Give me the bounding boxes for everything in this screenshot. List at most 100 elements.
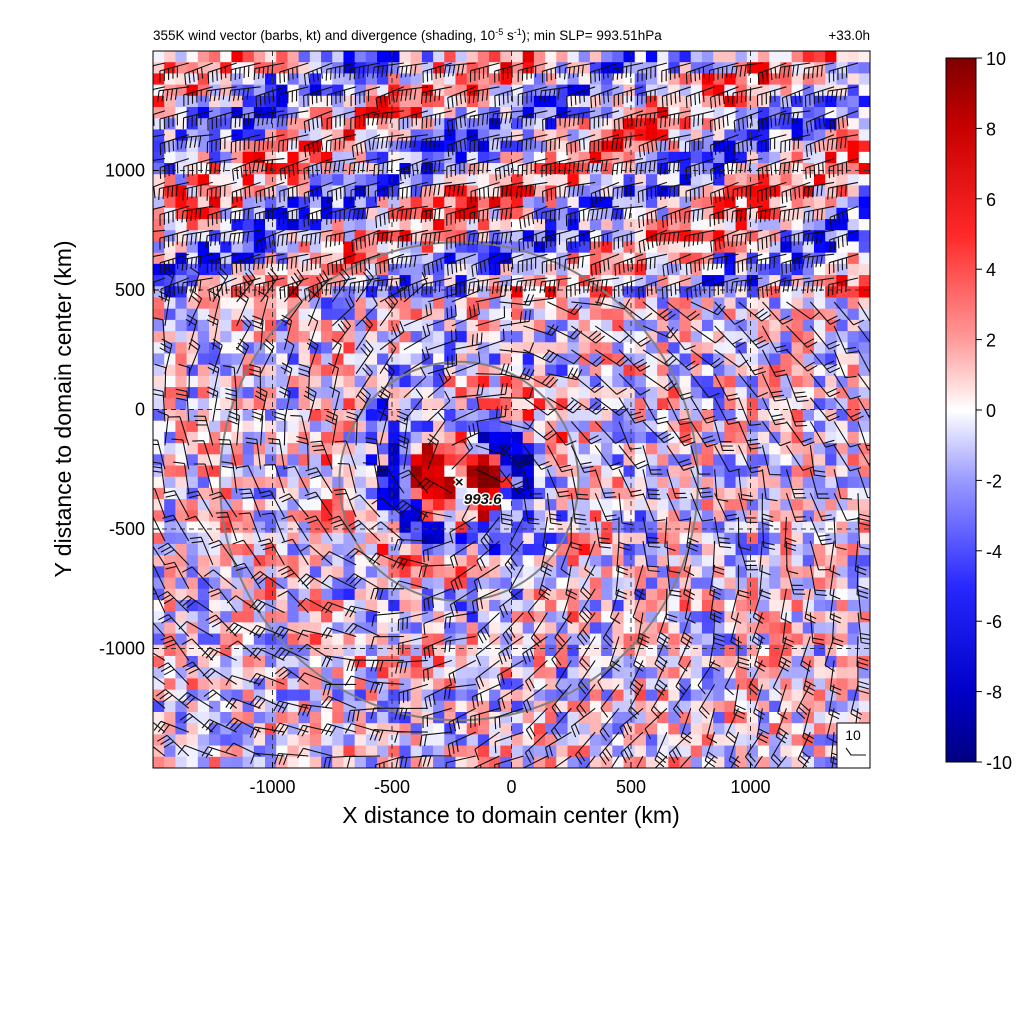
field-cell	[377, 510, 389, 523]
field-cell	[477, 375, 490, 388]
field-cell	[197, 711, 210, 724]
wind-barb	[563, 158, 596, 175]
field-cell	[309, 431, 322, 444]
field-cell	[701, 521, 714, 534]
field-cell	[556, 655, 569, 668]
field-cell	[679, 723, 692, 735]
field-cell	[287, 364, 300, 377]
field-cell	[197, 700, 210, 713]
field-cell	[231, 510, 244, 523]
field-cell	[533, 667, 546, 679]
field-cell	[164, 689, 176, 702]
wind-barb	[365, 437, 381, 470]
field-cell	[477, 723, 490, 735]
field-cell	[164, 364, 176, 377]
field-cell	[556, 275, 569, 287]
field-cell	[679, 700, 692, 713]
field-cell	[713, 510, 725, 523]
field-cell	[287, 532, 300, 545]
wind-barb	[499, 367, 535, 381]
field-cell	[298, 521, 311, 534]
field-cell	[601, 454, 613, 467]
field-cell	[623, 263, 636, 276]
field-cell	[265, 118, 277, 131]
field-cell	[601, 555, 613, 567]
field-cell	[276, 364, 289, 377]
field-cell	[287, 700, 300, 713]
wind-barb	[833, 373, 862, 400]
wind-barb	[398, 683, 429, 705]
field-cell	[623, 532, 636, 545]
field-cell	[309, 499, 322, 511]
field-cell	[802, 140, 815, 153]
field-cell	[309, 118, 322, 131]
field-cell	[511, 286, 524, 299]
field-cell	[690, 465, 703, 478]
field-cell	[556, 174, 569, 187]
field-cell	[197, 398, 210, 411]
wind-barb	[833, 469, 853, 500]
field-cell	[298, 633, 311, 646]
field-cell	[444, 555, 457, 567]
field-cell	[511, 622, 524, 635]
wind-barb	[260, 268, 279, 303]
field-cell	[153, 331, 165, 343]
field-cell	[377, 375, 389, 388]
field-cell	[522, 353, 535, 366]
field-cell	[276, 219, 289, 231]
field-cell	[545, 151, 557, 164]
wind-barb	[403, 366, 427, 398]
field-cell	[231, 521, 244, 534]
field-cell	[623, 342, 636, 355]
field-cell	[847, 678, 860, 691]
wind-barb	[683, 564, 696, 600]
field-cell	[858, 275, 870, 287]
field-cell	[332, 129, 345, 142]
wind-barb	[297, 704, 333, 717]
field-cell	[690, 711, 703, 724]
field-cell	[802, 308, 815, 321]
field-cell	[298, 566, 311, 579]
field-cell	[567, 196, 580, 209]
field-cell	[209, 745, 221, 758]
field-cell	[858, 219, 870, 231]
field-cell	[399, 577, 412, 590]
field-cell	[276, 622, 289, 635]
wind-barb	[690, 492, 714, 522]
wind-barb	[418, 755, 452, 767]
field-cell	[634, 644, 647, 657]
field-cell	[175, 95, 188, 108]
field-cell	[724, 420, 737, 433]
wind-barb	[748, 660, 763, 696]
field-cell	[612, 521, 625, 534]
field-cell	[253, 431, 266, 444]
field-cell	[265, 655, 277, 668]
field-cell	[780, 207, 793, 220]
field-cell	[556, 151, 569, 164]
field-cell	[511, 241, 524, 254]
field-cell	[175, 230, 188, 243]
field-cell	[668, 342, 681, 355]
field-cell	[769, 588, 781, 601]
field-cell	[791, 633, 804, 646]
field-cell	[567, 543, 580, 556]
field-cell	[791, 599, 804, 612]
field-cell	[287, 185, 300, 198]
field-cell	[847, 95, 860, 108]
field-cell	[242, 510, 255, 523]
wind-barb	[589, 134, 620, 154]
field-cell	[802, 577, 815, 590]
field-cell	[186, 241, 199, 254]
field-cell	[735, 700, 748, 713]
field-cell	[399, 521, 412, 534]
field-cell	[321, 487, 333, 500]
field-cell	[769, 577, 781, 590]
wind-barb	[449, 588, 476, 616]
field-cell	[668, 84, 681, 97]
field-cell	[567, 297, 580, 310]
field-cell	[701, 107, 714, 119]
wind-barb	[856, 564, 869, 599]
field-cell	[735, 196, 748, 209]
field-cell	[724, 196, 737, 209]
wind-barb	[153, 585, 166, 613]
